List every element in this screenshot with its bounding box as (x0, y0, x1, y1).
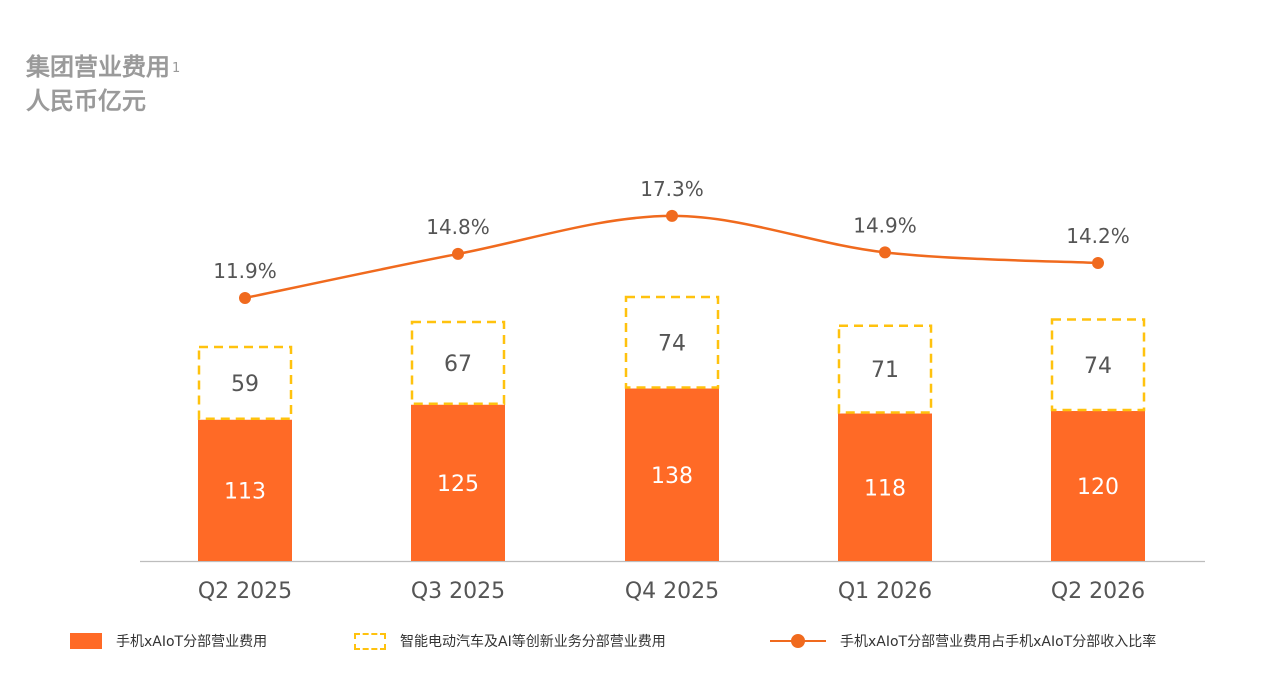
bar-value-label: 74 (1084, 354, 1112, 379)
bar-ev-ai-outline (1050, 318, 1146, 412)
chart-title: 集团营业费用 (26, 53, 170, 81)
ratio-point (239, 292, 251, 304)
x-tick-label: Q1 2026 (838, 579, 932, 604)
bar-phone-aiot (625, 388, 719, 561)
bar-value-label: 118 (864, 476, 906, 501)
ratio-point (666, 209, 678, 222)
legend-label: 智能电动汽车及AI等创新业务分部营业费用 (400, 634, 666, 650)
legend-item-phone-aiot: 手机xAIoT分部营业费用 (70, 628, 267, 654)
bar-ev-ai-outline (197, 345, 293, 420)
legend-swatch-dashed (354, 632, 386, 650)
bar-ev-ai-outline (410, 320, 506, 405)
ratio-point (879, 246, 891, 259)
bar-value-label: 67 (444, 352, 472, 377)
bar-ev-ai-outline (624, 295, 720, 389)
bar-value-label: 113 (224, 479, 266, 504)
bar-value-label: 74 (658, 331, 686, 356)
ratio-data-label: 14.8% (426, 215, 490, 239)
ratio-point (1092, 257, 1104, 270)
legend-swatch-line (770, 633, 826, 649)
x-tick-label: Q2 2025 (198, 579, 292, 604)
ratio-data-label: 14.9% (853, 213, 917, 237)
chart-legend: 手机xAIoT分部营业费用 智能电动汽车及AI等创新业务分部营业费用 手机xAI… (0, 628, 1264, 656)
ratio-point (452, 247, 464, 260)
bar-value-label: 138 (651, 464, 693, 489)
bar-phone-aiot (1051, 411, 1145, 561)
ratio-data-label: 14.2% (1066, 224, 1130, 248)
legend-item-ratio-line: 手机xAIoT分部营业费用占手机xAIoT分部收入比率 (770, 628, 1156, 654)
x-tick-label: Q4 2025 (625, 579, 719, 604)
x-tick-label: Q2 2026 (1051, 579, 1145, 604)
ratio-data-label: 17.3% (640, 177, 704, 201)
ratio-data-label: 11.9% (213, 259, 277, 283)
bar-value-label: 71 (871, 358, 899, 383)
bar-phone-aiot (198, 419, 292, 561)
chart-title-block: 集团营业费用 1 人民币亿元 (26, 50, 180, 118)
title-footnote-marker: 1 (172, 61, 181, 76)
bar-value-label: 125 (437, 472, 479, 497)
bar-ev-ai-outline (837, 324, 933, 414)
bar-phone-aiot (411, 404, 505, 561)
legend-label: 手机xAIoT分部营业费用占手机xAIoT分部收入比率 (840, 634, 1157, 650)
stacked-bar-line-chart: 113 59 Q2 2025 125 67 Q3 2025 138 74 Q4 2025 118 7… (140, 177, 1205, 604)
bar-phone-aiot (838, 413, 932, 561)
chart-unit-label: 人民币亿元 (26, 87, 146, 115)
legend-swatch-solid (70, 633, 102, 649)
legend-label: 手机xAIoT分部营业费用 (116, 634, 268, 650)
bar-value-label: 59 (231, 372, 259, 397)
bar-value-label: 120 (1077, 475, 1119, 500)
x-tick-label: Q3 2025 (411, 579, 505, 604)
ratio-line (244, 214, 1099, 300)
legend-item-ev-ai: 智能电动汽车及AI等创新业务分部营业费用 (354, 628, 666, 654)
